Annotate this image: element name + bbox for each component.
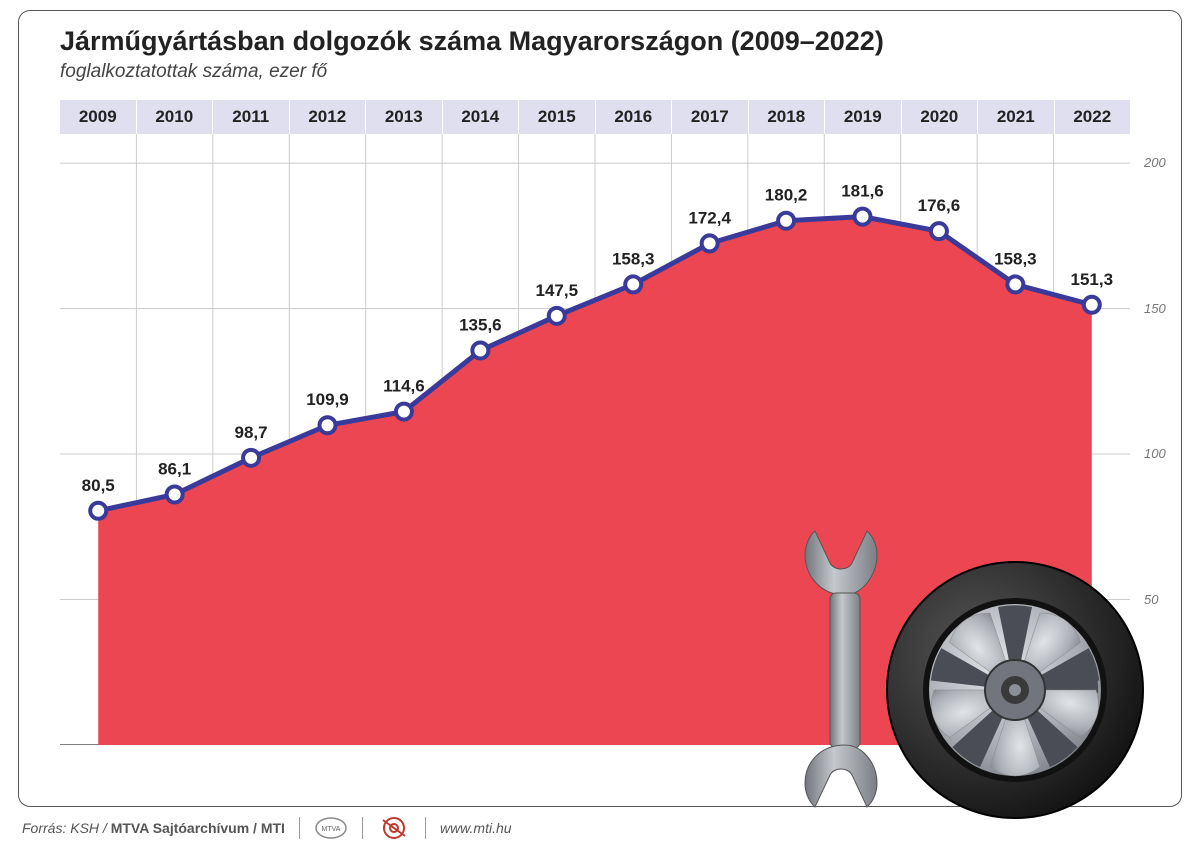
y-tick-label: 200	[1144, 155, 1166, 170]
footer-divider	[362, 817, 363, 839]
chart-title: Járműgyártásban dolgozók száma Magyarors…	[60, 26, 884, 57]
value-label: 181,6	[841, 182, 884, 201]
value-label: 158,3	[994, 249, 1037, 268]
year-header-cell: 2020	[902, 100, 979, 134]
year-header-cell: 2015	[519, 100, 596, 134]
footer-divider	[299, 817, 300, 839]
data-marker	[167, 486, 183, 502]
footer-divider	[425, 817, 426, 839]
year-header-cell: 2019	[825, 100, 902, 134]
data-marker	[855, 209, 871, 225]
year-header-cell: 2012	[290, 100, 367, 134]
year-header-cell: 2009	[60, 100, 137, 134]
source-mtva: MTVA Sajtóarchívum / MTI	[111, 820, 285, 836]
footer: Forrás: KSH / MTVA Sajtóarchívum / MTI M…	[22, 815, 512, 841]
year-header-cell: 2017	[672, 100, 749, 134]
value-label: 98,7	[235, 423, 268, 442]
data-marker	[396, 404, 412, 420]
wheel-icon	[880, 555, 1150, 825]
mti-logo-icon	[377, 816, 411, 840]
value-label: 135,6	[459, 315, 502, 334]
data-marker	[625, 276, 641, 292]
year-header-cell: 2016	[596, 100, 673, 134]
y-tick-label: 150	[1144, 301, 1166, 316]
value-label: 176,6	[918, 196, 961, 215]
value-label: 109,9	[306, 390, 349, 409]
year-header-cell: 2018	[749, 100, 826, 134]
data-marker	[472, 342, 488, 358]
data-marker	[778, 213, 794, 229]
year-header-cell: 2010	[137, 100, 214, 134]
value-label: 80,5	[82, 476, 115, 495]
mtva-logo-icon: MTVA	[314, 816, 348, 840]
year-header-cell: 2022	[1055, 100, 1131, 134]
data-marker	[702, 235, 718, 251]
year-header-cell: 2011	[213, 100, 290, 134]
data-marker	[243, 450, 259, 466]
y-tick-label: 100	[1144, 446, 1166, 461]
year-header-cell: 2014	[443, 100, 520, 134]
source-prefix: Forrás:	[22, 820, 70, 836]
infographic-frame: Járműgyártásban dolgozók száma Magyarors…	[0, 0, 1200, 855]
data-marker	[1084, 297, 1100, 313]
source-ksh: KSH	[70, 820, 99, 836]
footer-source: Forrás: KSH / MTVA Sajtóarchívum / MTI	[22, 820, 285, 836]
year-header-cell: 2021	[978, 100, 1055, 134]
data-marker	[931, 223, 947, 239]
data-marker	[90, 503, 106, 519]
value-label: 86,1	[158, 459, 191, 478]
value-label: 151,3	[1071, 270, 1114, 289]
value-label: 147,5	[536, 281, 579, 300]
data-marker	[1007, 276, 1023, 292]
footer-url: www.mti.hu	[440, 820, 512, 836]
value-label: 158,3	[612, 249, 655, 268]
chart-subtitle: foglalkoztatottak száma, ezer fő	[60, 61, 884, 83]
title-block: Járműgyártásban dolgozók száma Magyarors…	[60, 26, 884, 83]
data-marker	[320, 417, 336, 433]
data-marker	[549, 308, 565, 324]
value-label: 114,6	[383, 377, 425, 396]
value-label: 172,4	[688, 208, 731, 227]
year-header-cell: 2013	[366, 100, 443, 134]
svg-text:MTVA: MTVA	[321, 826, 340, 833]
year-header-row: 2009201020112012201320142015201620172018…	[60, 100, 1130, 134]
value-label: 180,2	[765, 186, 808, 205]
